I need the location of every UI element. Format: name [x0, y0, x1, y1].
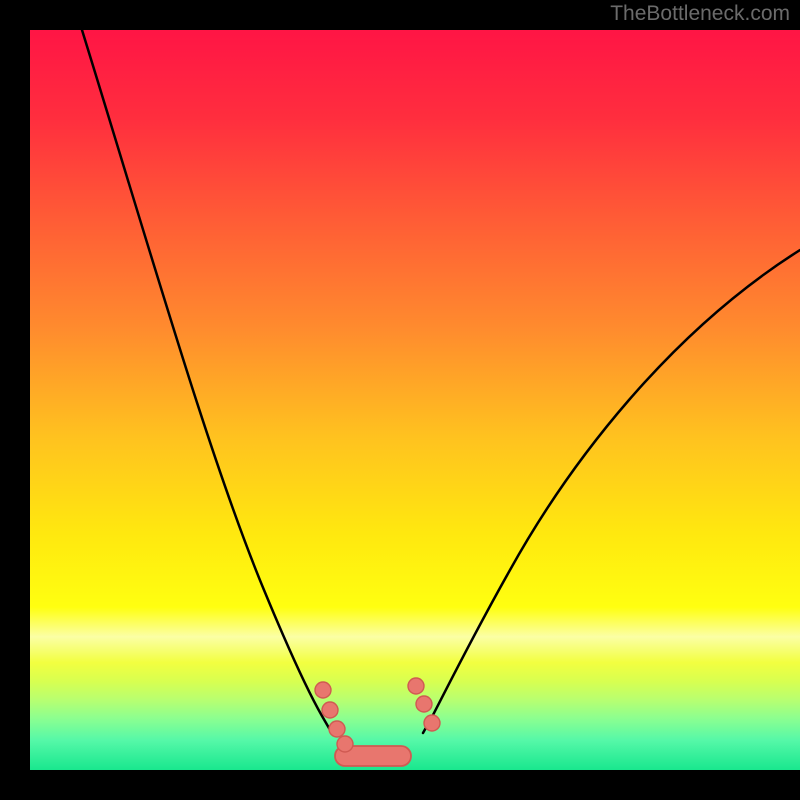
- gradient-background: [30, 30, 800, 770]
- plot-svg: [30, 30, 800, 770]
- marker-left-0: [315, 682, 331, 698]
- chart-frame: [0, 0, 800, 800]
- marker-right-2: [408, 678, 424, 694]
- plot-area: [30, 30, 800, 770]
- marker-left-2: [329, 721, 345, 737]
- watermark-text: TheBottleneck.com: [610, 2, 790, 26]
- marker-left-3: [337, 736, 353, 752]
- marker-right-0: [416, 696, 432, 712]
- marker-right-1: [424, 715, 440, 731]
- marker-left-1: [322, 702, 338, 718]
